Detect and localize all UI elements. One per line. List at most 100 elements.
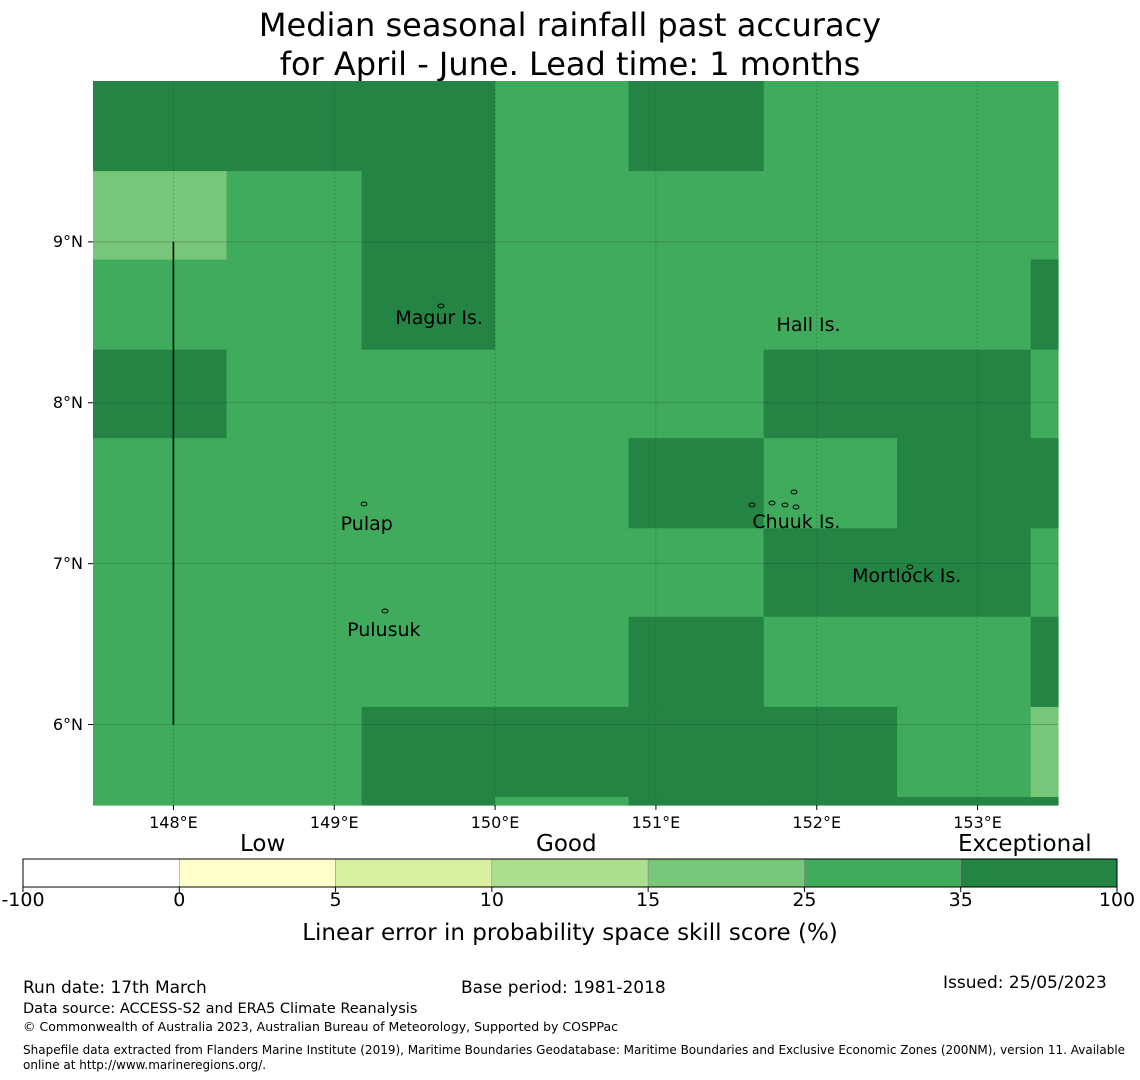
skill-cell <box>226 349 363 439</box>
island-label: Pulap <box>340 513 393 536</box>
skill-cell <box>226 706 363 798</box>
skill-cell <box>226 81 363 172</box>
skill-cell <box>897 171 1032 261</box>
skill-cell <box>1030 616 1059 708</box>
lat-tick-label: 8°N <box>52 392 83 412</box>
colorbar-tick-label: 0 <box>173 889 186 911</box>
skill-cell <box>763 171 898 261</box>
skill-cell <box>763 81 898 172</box>
colorbar-tick-label: -100 <box>1 889 45 911</box>
skill-cell <box>897 616 1032 708</box>
skill-cell <box>628 528 765 618</box>
skill-cell <box>628 171 765 261</box>
skill-cell <box>763 528 898 618</box>
lon-tick-label: 151°E <box>631 813 681 832</box>
skill-cell <box>361 81 496 172</box>
island-outline <box>360 501 368 507</box>
skill-cell <box>763 438 898 529</box>
lat-tick-label: 9°N <box>52 231 83 251</box>
map-overlay <box>172 241 914 725</box>
colorbar-tick-label: 100 <box>1098 889 1136 911</box>
skill-cell <box>495 616 630 708</box>
skill-cell <box>897 81 1032 172</box>
skill-cell <box>495 81 630 172</box>
island-label: Magur Is. <box>395 307 483 330</box>
skill-cell <box>361 349 496 439</box>
colorbar-tick-label: 10 <box>479 889 504 911</box>
skill-cell <box>93 349 228 439</box>
colorbar-segment <box>647 858 805 888</box>
skill-cell <box>495 259 630 351</box>
island-label: Hall Is. <box>776 313 841 336</box>
skill-cell <box>226 438 363 529</box>
lon-tick-label: 150°E <box>470 813 520 832</box>
colorbar-good-label: Good <box>536 831 597 857</box>
colorbar-tick-label: 35 <box>948 889 973 911</box>
skill-cell <box>495 438 630 529</box>
skill-cell <box>1030 528 1059 618</box>
skill-cell <box>763 706 898 798</box>
island-label: Chuuk Is. <box>752 511 841 534</box>
copyright: © Commonwealth of Australia 2023, Austra… <box>23 1019 618 1034</box>
colorbar-segment <box>335 858 493 888</box>
skill-cell <box>628 438 765 529</box>
skill-cell <box>763 349 898 439</box>
run-date: Run date: 17th March <box>23 978 207 998</box>
chart-title-line-1: Median seasonal rainfall past accuracy <box>258 6 882 44</box>
skill-cell <box>1030 171 1059 261</box>
island-label: Pulusuk <box>347 619 421 642</box>
chart-title-line-2: for April - June. Lead time: 1 months <box>279 45 861 83</box>
skill-cell <box>361 259 496 351</box>
skill-cell <box>226 259 363 351</box>
skill-cell <box>495 528 630 618</box>
shapefile-credit-line-1: Shapefile data extracted from Flanders M… <box>23 1043 1126 1057</box>
colorbar-axis-label: Linear error in probability space skill … <box>302 920 838 946</box>
skill-cell <box>361 616 496 708</box>
skill-cell <box>226 528 363 618</box>
skill-cell <box>1030 259 1059 351</box>
lon-tick-label: 152°E <box>792 813 842 832</box>
island-outline <box>381 608 389 614</box>
lon-tick-label: 153°E <box>953 813 1002 832</box>
colorbar-segment <box>804 858 961 888</box>
skill-cell <box>763 616 898 708</box>
lon-tick-label: 148°E <box>149 813 198 832</box>
skill-cell <box>897 259 1032 351</box>
skill-cell <box>361 438 496 529</box>
skill-cell <box>763 259 898 351</box>
skill-cell <box>93 706 228 798</box>
skill-cell <box>1030 81 1059 172</box>
skill-cell <box>628 706 765 798</box>
island-label: Mortlock Is. <box>852 564 962 587</box>
colorbar-segment <box>22 858 180 888</box>
skill-cell <box>897 528 1032 618</box>
skill-cell <box>628 349 765 439</box>
skill-cell <box>1030 796 1059 806</box>
skill-cell <box>226 796 363 806</box>
island-outline <box>768 500 776 506</box>
skill-cell <box>93 796 228 806</box>
skill-cell <box>93 528 228 618</box>
island-outline <box>781 502 789 508</box>
colorbar-tick-label: 15 <box>636 889 661 911</box>
shapefile-credit-line-2: online at http://www.marineregions.org/. <box>23 1058 267 1072</box>
skill-cell <box>897 706 1032 798</box>
skill-cell <box>226 616 363 708</box>
colorbar-segment <box>960 858 1118 888</box>
island-outline <box>790 489 798 495</box>
skill-cell <box>93 171 228 261</box>
skill-cell <box>897 349 1032 439</box>
skill-cell <box>361 528 496 618</box>
skill-cell <box>763 796 898 806</box>
lon-tick-label: 149°E <box>309 813 359 832</box>
skill-cell <box>628 796 765 806</box>
colorbar-tick-label: 25 <box>792 889 817 911</box>
skill-cell <box>93 259 228 351</box>
colorbar-tick-label: 5 <box>329 889 342 911</box>
colorbar-segment <box>179 858 336 888</box>
skill-cell <box>628 259 765 351</box>
island-outline <box>792 504 800 510</box>
skill-cell <box>495 349 630 439</box>
skill-cell <box>628 616 765 708</box>
